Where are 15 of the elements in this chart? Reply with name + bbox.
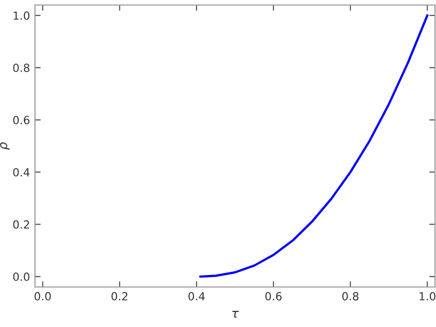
x-axis-title: τ: [232, 310, 239, 318]
y-tick-label: 0.2: [13, 220, 30, 229]
y-axis-title: ρ: [0, 142, 10, 150]
y-tick-label: 1.0: [14, 11, 30, 20]
y-tick-label: 0.8: [13, 64, 30, 72]
x-tick-label: 1.0: [420, 292, 436, 300]
x-tick-label: 0.8: [342, 292, 358, 300]
x-tick-label: 0.6: [265, 292, 282, 300]
x-tick-label: 0.4: [188, 292, 205, 300]
x-tick-label: 0.0: [34, 292, 51, 300]
y-tick-label: 0.6: [13, 116, 30, 124]
y-tick-label: 0.4: [13, 168, 30, 176]
y-tick-label: 0.0: [13, 272, 30, 281]
line-series: [199, 14, 428, 278]
x-tick-label: 0.2: [112, 292, 128, 300]
